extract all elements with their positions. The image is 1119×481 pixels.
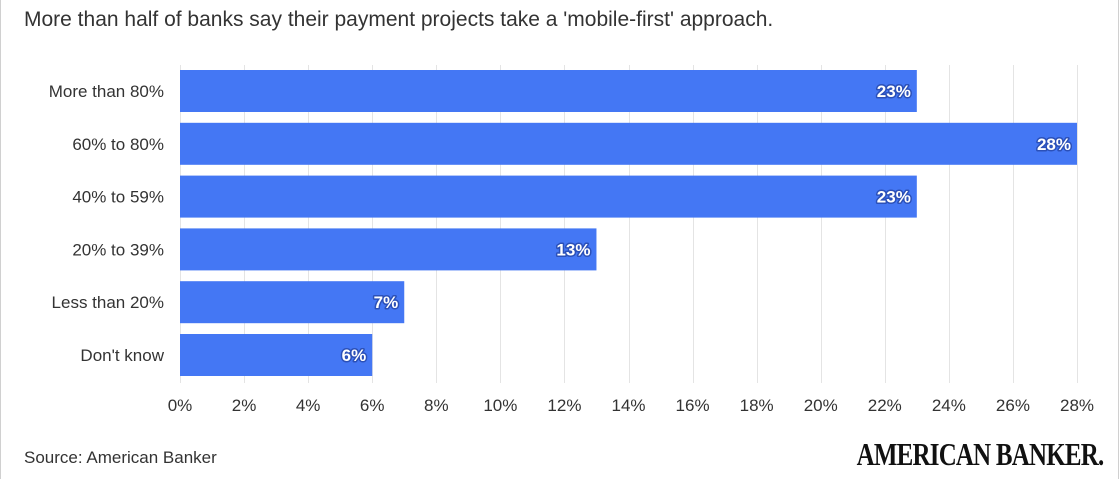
- bar-value-label: 23%: [877, 188, 911, 207]
- bar: [180, 281, 405, 324]
- x-tick-label: 14%: [611, 396, 645, 415]
- category-label: 60% to 80%: [72, 135, 164, 154]
- bar: [180, 334, 373, 376]
- source-note: Source: American Banker: [24, 448, 217, 467]
- bar-value-label: 13%: [556, 240, 590, 259]
- x-tick-label: 24%: [932, 396, 966, 415]
- x-tick-label: 10%: [483, 396, 517, 415]
- bar-value-label: 6%: [342, 346, 367, 365]
- category-label: 20% to 39%: [72, 240, 164, 259]
- bar: [180, 122, 1077, 165]
- x-tick-label: 22%: [868, 396, 902, 415]
- x-tick-label: 12%: [547, 396, 581, 415]
- bar: [180, 228, 597, 271]
- x-tick-label: 4%: [296, 396, 321, 415]
- chart-title: More than half of banks say their paymen…: [24, 8, 774, 31]
- american-banker-logo: AMERICAN BANKER.: [856, 436, 1104, 472]
- category-label: Less than 20%: [52, 293, 164, 312]
- x-axis-ticks: 0% 2% 4% 6% 8% 10% 12% 14% 16% 18% 20% 22% 24% 26% 28%: [168, 396, 1094, 415]
- x-tick-label: 8%: [424, 396, 449, 415]
- x-tick-label: 16%: [676, 396, 710, 415]
- category-label: 40% to 59%: [72, 188, 164, 207]
- bars: 23% 28% 23% 13% 7% 6%: [180, 70, 1077, 376]
- category-label: Don't know: [80, 346, 164, 365]
- bar-value-label: 23%: [877, 82, 911, 101]
- bar: [180, 70, 917, 112]
- bar: [180, 175, 917, 218]
- x-tick-label: 2%: [232, 396, 257, 415]
- x-tick-label: 6%: [360, 396, 385, 415]
- x-tick-label: 18%: [740, 396, 774, 415]
- category-label: More than 80%: [49, 82, 164, 101]
- bar-value-label: 7%: [374, 293, 399, 312]
- category-labels: More than 80% 60% to 80% 40% to 59% 20% to …: [49, 82, 165, 365]
- gridlines: [180, 65, 1078, 383]
- x-tick-label: 20%: [804, 396, 838, 415]
- x-tick-label: 28%: [1060, 396, 1094, 415]
- bar-value-label: 28%: [1037, 135, 1071, 154]
- x-tick-label: 26%: [996, 396, 1030, 415]
- bar-chart: 23% 28% 23% 13% 7% 6% More than 80% 60% to 80%…: [49, 65, 1094, 415]
- x-tick-label: 0%: [168, 396, 193, 415]
